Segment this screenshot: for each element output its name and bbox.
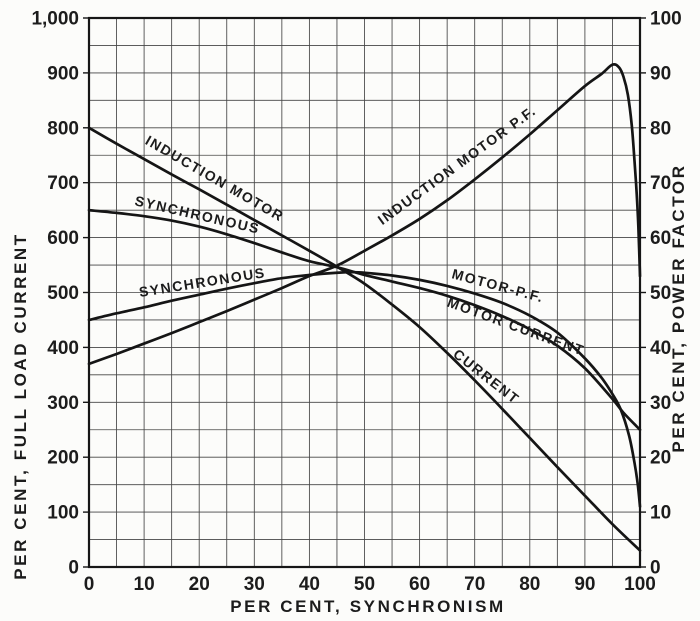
y-right-tick-label: 20 xyxy=(650,448,671,469)
y-left-tick-label: 300 xyxy=(47,393,79,414)
y-left-tick-label: 500 xyxy=(47,283,79,304)
x-tick-label: 80 xyxy=(519,574,540,595)
curve-synchronous-motor-current xyxy=(87,208,642,432)
x-tick-label: 40 xyxy=(299,574,320,595)
x-tick-label: 0 xyxy=(84,574,95,595)
x-tick-label: 10 xyxy=(134,574,155,595)
y-right-tick-label: 60 xyxy=(650,228,671,249)
curve-induction-motor-power-factor xyxy=(87,62,642,366)
curve-label: MOTOR CURRENT xyxy=(445,294,587,359)
x-tick-label: 50 xyxy=(354,574,375,595)
x-axis-title: PER CENT, SYNCHRONISM xyxy=(230,597,506,616)
x-tick-label: 20 xyxy=(189,574,210,595)
x-tick-label: 30 xyxy=(244,574,265,595)
y-left-tick-label: 400 xyxy=(47,338,79,359)
curve-label: CURRENT xyxy=(450,346,523,408)
axis-titles: PER CENT, SYNCHRONISM PER CENT, FULL LOAD… xyxy=(11,163,688,616)
y-left-tick-label: 0 xyxy=(68,558,79,579)
y-left-tick-label: 700 xyxy=(47,173,79,194)
curve-induction-motor-current xyxy=(87,126,642,552)
y-right-tick-label: 0 xyxy=(650,558,661,579)
y-right-tick-label: 30 xyxy=(650,393,671,414)
curve-synchronous-motor-power-factor xyxy=(87,270,642,508)
y-left-tick-label: 1,000 xyxy=(31,9,79,30)
y-left-tick-label: 600 xyxy=(47,228,79,249)
x-tick-label: 100 xyxy=(624,574,656,595)
x-tick-label: 70 xyxy=(464,574,485,595)
y-right-tick-label: 50 xyxy=(650,283,671,304)
curve-label: INDUCTION MOTOR P.F. xyxy=(375,102,540,228)
y-right-tick-label: 10 xyxy=(650,503,671,524)
y-right-tick-label: 90 xyxy=(650,63,671,84)
gridlines xyxy=(88,17,641,568)
y-left-tick-label: 800 xyxy=(47,118,79,139)
y-right-tick-label: 80 xyxy=(650,118,671,139)
axis-tick-labels: 0 10 20 30 40 50 60 70 80 90 100010020030040050060… xyxy=(31,9,681,596)
x-tick-label: 60 xyxy=(409,574,430,595)
plot-border xyxy=(83,16,646,569)
y-right-tick-label: 70 xyxy=(650,173,671,194)
y-left-tick-label: 100 xyxy=(47,503,79,524)
y-left-axis-title: PER CENT, FULL LOAD CURRENT xyxy=(11,232,30,580)
data-curves xyxy=(87,62,642,552)
y-right-axis-title: PER CENT, POWER FACTOR xyxy=(669,163,688,452)
y-right-tick-label: 100 xyxy=(650,9,682,30)
y-left-tick-label: 200 xyxy=(47,448,79,469)
x-tick-label: 90 xyxy=(574,574,595,595)
y-left-tick-label: 900 xyxy=(47,63,79,84)
y-right-tick-label: 40 xyxy=(650,338,671,359)
